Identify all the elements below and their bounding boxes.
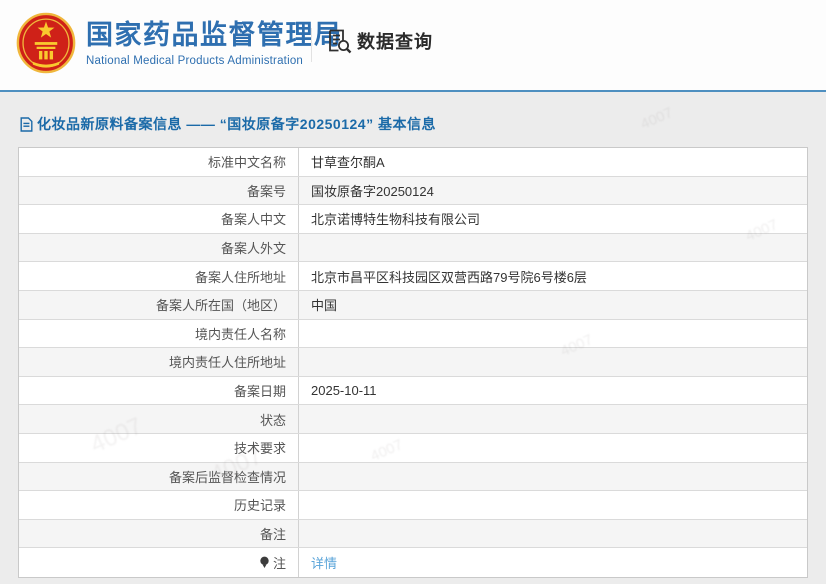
document-search-icon	[329, 29, 352, 54]
table-row-standard-cn-name: 标准中文名称 甘草查尔酮A	[19, 148, 807, 177]
header-separator-line	[0, 90, 826, 92]
row-label: 备案后监督检查情况	[19, 462, 299, 491]
nav-data-query-label: 数据查询	[357, 32, 433, 52]
table-row-remarks: 备注	[19, 519, 807, 549]
row-label: 备案日期	[19, 376, 299, 405]
row-value	[299, 434, 807, 462]
row-label: 注	[19, 548, 299, 577]
table-row-history: 历史记录	[19, 491, 807, 520]
row-value	[299, 520, 807, 548]
row-value	[299, 320, 807, 348]
row-label: 历史记录	[19, 491, 299, 519]
content-area: 化妆品新原料备案信息 —— “国妆原备字20250124” 基本信息 标准中文名…	[0, 92, 826, 584]
row-value: 国妆原备字20250124	[311, 183, 434, 199]
row-value	[299, 405, 807, 433]
table-row-registrant-cn: 备案人中文 北京诺博特生物科技有限公司	[19, 205, 807, 234]
row-value: 北京市昌平区科技园区双营西路79号院6号楼6层	[311, 269, 587, 285]
national-emblem-icon	[16, 12, 76, 74]
row-value: 详情	[299, 548, 807, 577]
header-divider	[311, 28, 312, 62]
row-label: 备注	[19, 519, 299, 548]
table-row-registrant-address: 备案人住所地址 北京市昌平区科技园区双营西路79号院6号楼6层	[19, 262, 807, 291]
table-row-registrant-foreign: 备案人外文	[19, 233, 807, 263]
row-value	[299, 491, 807, 519]
org-name-en: National Medical Products Administration	[86, 55, 304, 67]
filing-info-table: 标准中文名称 甘草查尔酮A 备案号 国妆原备字20250124 备案人中文 北京…	[18, 147, 808, 578]
row-label: 境内责任人住所地址	[19, 348, 299, 376]
row-label-text: 注	[272, 556, 286, 572]
row-label: 技术要求	[19, 433, 299, 462]
table-row-post-filing-inspection: 备案后监督检查情况	[19, 462, 807, 492]
row-label: 境内责任人名称	[19, 319, 299, 348]
table-row-registrant-country: 备案人所在国（地区） 中国	[19, 290, 807, 320]
row-value	[299, 348, 807, 376]
page-title: 化妆品新原料备案信息 —— “国妆原备字20250124” 基本信息	[20, 114, 436, 134]
table-row-filing-date: 备案日期 2025-10-11	[19, 376, 807, 406]
table-row-domestic-responsible-name: 境内责任人名称	[19, 319, 807, 349]
row-label: 备案号	[19, 176, 299, 205]
table-row-filing-number: 备案号 国妆原备字20250124	[19, 176, 807, 206]
document-icon	[20, 116, 33, 132]
row-label: 备案人所在国（地区）	[19, 290, 299, 319]
page-title-text: 化妆品新原料备案信息 —— “国妆原备字20250124” 基本信息	[37, 116, 436, 132]
org-name-zh: 国家药品监督管理局	[86, 20, 343, 50]
table-row-note: 注 详情	[19, 548, 807, 577]
row-label: 状态	[19, 405, 299, 433]
row-value	[299, 463, 807, 491]
site-header: 国家药品监督管理局 National Medical Products Admi…	[0, 0, 826, 90]
row-value	[299, 234, 807, 262]
row-label: 备案人中文	[19, 205, 299, 233]
org-names: 国家药品监督管理局 National Medical Products Admi…	[86, 19, 343, 67]
table-row-status: 状态	[19, 405, 807, 434]
row-value: 中国	[311, 298, 338, 314]
detail-link[interactable]: 详情	[311, 556, 338, 572]
watermark: 4007	[637, 103, 676, 134]
table-row-technical-requirements: 技术要求	[19, 433, 807, 463]
bulb-pin-icon	[260, 556, 269, 569]
row-value: 2025-10-11	[311, 383, 377, 399]
row-value: 北京诺博特生物科技有限公司	[311, 212, 481, 228]
table-row-domestic-responsible-address: 境内责任人住所地址	[19, 348, 807, 377]
nmpa-logo[interactable]: 国家药品监督管理局 National Medical Products Admi…	[16, 12, 343, 74]
row-label: 标准中文名称	[19, 148, 299, 176]
row-value: 甘草查尔酮A	[311, 155, 385, 171]
row-label: 备案人外文	[19, 233, 299, 262]
row-label: 备案人住所地址	[19, 262, 299, 290]
nav-data-query[interactable]: 数据查询	[326, 28, 433, 54]
